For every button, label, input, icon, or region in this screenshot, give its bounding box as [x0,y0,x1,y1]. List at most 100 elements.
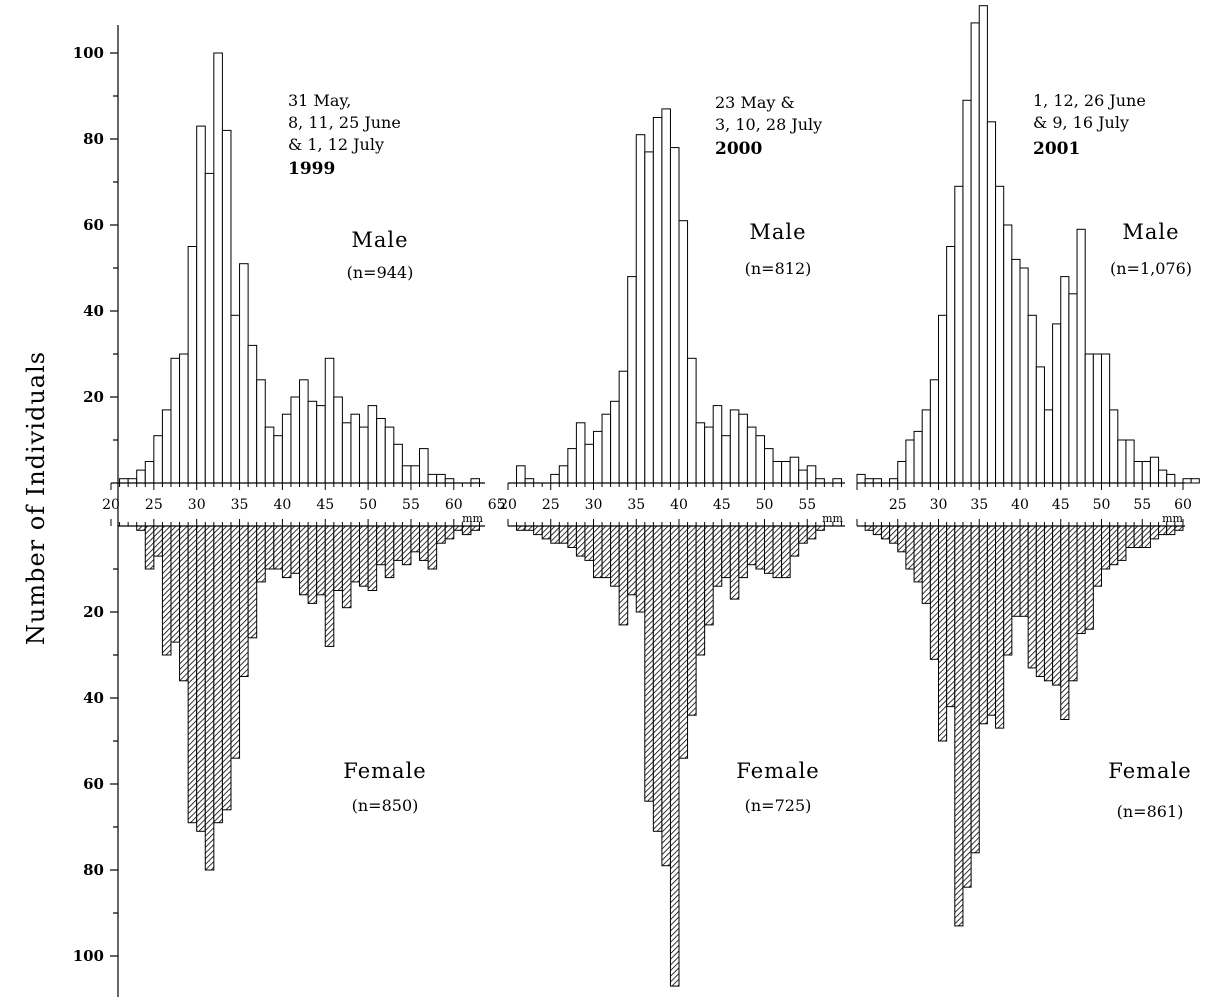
male-bar [1109,409,1119,484]
female-bar [541,525,552,540]
male-bar [299,379,309,484]
female-bar [669,525,680,987]
female-bar [461,525,472,536]
male-bar [946,246,956,484]
female-bar [695,525,706,656]
female-bar [738,525,748,579]
female-bar [806,525,817,540]
male-bar [738,413,748,484]
male-bar [1052,323,1062,484]
male-bar [978,5,988,484]
male-bar [889,478,899,484]
female-bar [384,525,395,579]
male-bar [815,478,825,484]
male-bar [316,405,326,484]
panel-2000: 20 25 30 35 40 45 50 55 mm 23 May & 3, 10, 28 July… [499,93,845,987]
female-bar [1141,525,1151,548]
female-label: Female [736,759,819,783]
y-tick-label: 20 [83,388,104,406]
male-bar [427,473,438,484]
x-tick-label: 65 [488,497,506,513]
male-bar [1035,366,1045,484]
male-bar [516,465,526,484]
male-bar [436,473,446,484]
female-bar [897,525,907,553]
male-bar [444,478,455,484]
male-bar [905,439,915,484]
female-bar [772,525,783,579]
female-bar [946,525,956,708]
male-bar [127,478,138,484]
x-tick-label: 20 [102,497,120,513]
male-bar [341,422,352,484]
male-bar [1003,224,1013,484]
male-bar [712,405,723,484]
female-bar [1076,525,1086,634]
x-tick-label: 55 [402,497,420,513]
female-count-label: (n=861) [1117,802,1184,821]
x-unit-label: mm [462,512,483,525]
male-bar [781,461,791,484]
male-bar [970,22,980,484]
male-bar [1166,473,1176,484]
male-label: Male [1122,220,1179,244]
female-bar [1052,525,1062,686]
male-bar [1043,409,1054,484]
male-bar [1019,267,1029,484]
x-tick-label: 40 [670,497,688,513]
y-tick-label: 80 [83,130,104,148]
x-unit-label: mm [822,512,843,525]
female-bar [864,525,874,531]
female-count-label: (n=850) [352,796,419,815]
male-count-label: (n=944) [347,263,414,282]
female-bar [764,525,774,574]
female-bar [281,525,292,579]
female-bar [221,525,232,811]
x-tick-label: 35 [970,497,988,513]
male-bar [273,435,283,484]
female-bar [1133,525,1143,548]
male-bar [755,435,766,484]
panel-1999: 20 25 30 35 40 45 50 55 60 65 mm 31 May, 8, 11, 25 J… [102,52,506,871]
y-tick-label: 20 [83,603,104,621]
female-bar [970,525,980,854]
y-tick-label: 60 [83,216,104,234]
male-bar [307,400,318,484]
female-bar [367,525,378,591]
male-bar [1076,228,1086,484]
male-bar [290,396,301,484]
female-bar [333,525,343,591]
sampling-dates-line: & 9, 16 July [1033,113,1129,132]
x-tick-label: 45 [713,497,731,513]
x-unit-label: mm [1162,512,1183,525]
male-bar [669,147,680,484]
female-bar [584,525,595,561]
sampling-dates-line: & 1, 12 July [288,135,384,154]
female-bar [913,525,923,583]
male-bar [721,435,731,484]
male-bar [419,448,429,484]
male-bar [161,409,172,484]
female-label: Female [343,759,426,783]
panel-year: 2000 [715,139,762,159]
male-bar [230,314,241,484]
male-bar [610,400,620,484]
female-bar [341,525,352,609]
female-bar [316,525,326,596]
female-bar [678,525,689,759]
female-bar [938,525,948,742]
male-bar [384,426,395,484]
y-axis: 20 40 60 80 100 20 40 60 80 100 [73,25,119,997]
female-bar [1060,525,1070,720]
sampling-dates-line: 8, 11, 25 June [288,113,401,132]
female-bar [1027,525,1037,669]
x-tick-label: 30 [930,497,948,513]
female-bar [781,525,791,579]
female-bar [627,525,637,596]
male-bar [367,405,378,484]
male-bar [661,108,671,484]
female-bar [995,525,1005,729]
male-bar [962,99,972,484]
male-bar [558,465,569,484]
male-bar [593,430,603,484]
